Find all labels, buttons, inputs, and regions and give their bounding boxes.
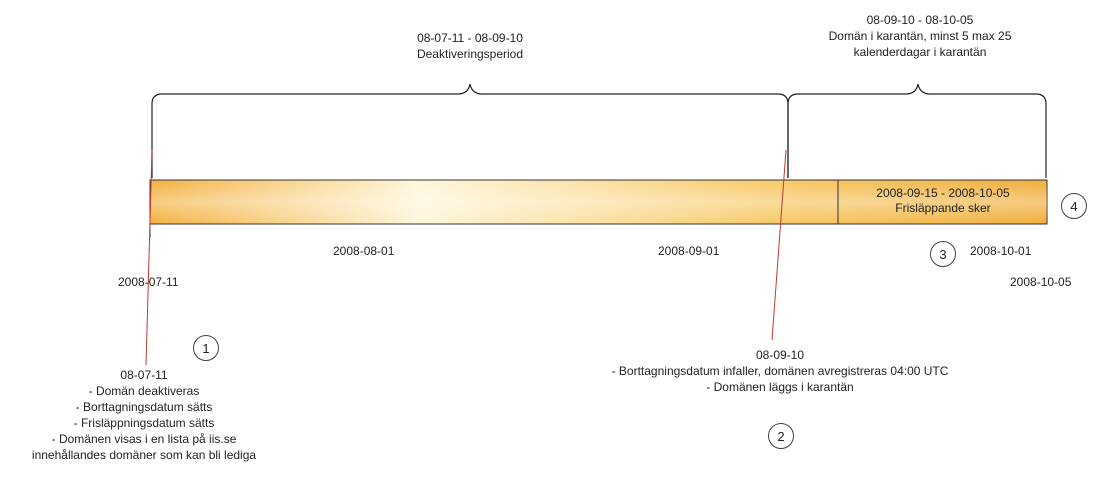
event2-item: - Domänen läggs i karantän bbox=[706, 380, 854, 394]
tick-sep: 2008-09-01 bbox=[658, 244, 720, 258]
tick-end: 2008-10-05 bbox=[1010, 275, 1072, 289]
quarantine-label: 08-09-10 - 08-10-05 Domän i karantän, mi… bbox=[800, 12, 1040, 60]
quarantine-line2: kalenderdagar i karantän bbox=[853, 45, 987, 59]
release-label: 2008-09-15 - 2008-10-05 Frisläppande ske… bbox=[839, 186, 1047, 216]
marker-2: 2 bbox=[768, 423, 794, 449]
release-title: Frisläppande sker bbox=[895, 201, 991, 215]
marker-4: 4 bbox=[1061, 193, 1087, 219]
quarantine-dates: 08-09-10 - 08-10-05 bbox=[866, 13, 974, 27]
event1-description: 08-07-11 - Domän deaktiveras - Borttagni… bbox=[0, 367, 288, 463]
release-dates: 2008-09-15 - 2008-10-05 bbox=[876, 186, 1010, 200]
event1-date: 08-07-11 bbox=[120, 368, 168, 382]
event1-item: - Borttagningsdatum sätts bbox=[75, 400, 213, 414]
event1-item: innehållandes domäner som kan bli lediga bbox=[31, 448, 257, 462]
deactivation-dates: 08-07-11 - 08-09-10 bbox=[417, 31, 523, 45]
marker-1: 1 bbox=[193, 335, 219, 361]
event2-item: - Borttagningsdatum infaller, domänen av… bbox=[611, 364, 949, 378]
event2-description: 08-09-10 - Borttagningsdatum infaller, d… bbox=[560, 347, 1000, 395]
event1-item: - Domänen visas i en lista på iis.se bbox=[51, 432, 237, 446]
event1-item: - Domän deaktiveras bbox=[88, 384, 200, 398]
deactivation-brace bbox=[151, 83, 789, 178]
event1-item: - Frisläppningsdatum sätts bbox=[73, 416, 215, 430]
quarantine-brace bbox=[787, 83, 1047, 178]
event2-line bbox=[771, 149, 787, 341]
tick-oct: 2008-10-01 bbox=[970, 244, 1032, 258]
tick-aug: 2008-08-01 bbox=[333, 244, 395, 258]
deactivation-title: Deaktiveringsperiod bbox=[416, 47, 524, 61]
deactivation-label: 08-07-11 - 08-09-10 Deaktiveringsperiod bbox=[380, 30, 560, 62]
tick-start: 2008-07-11 bbox=[118, 275, 179, 289]
event2-date: 08-09-10 bbox=[755, 348, 805, 362]
event1-line bbox=[145, 149, 153, 366]
marker-3: 3 bbox=[930, 241, 956, 267]
quarantine-line1: Domän i karantän, minst 5 max 25 bbox=[828, 29, 1012, 43]
